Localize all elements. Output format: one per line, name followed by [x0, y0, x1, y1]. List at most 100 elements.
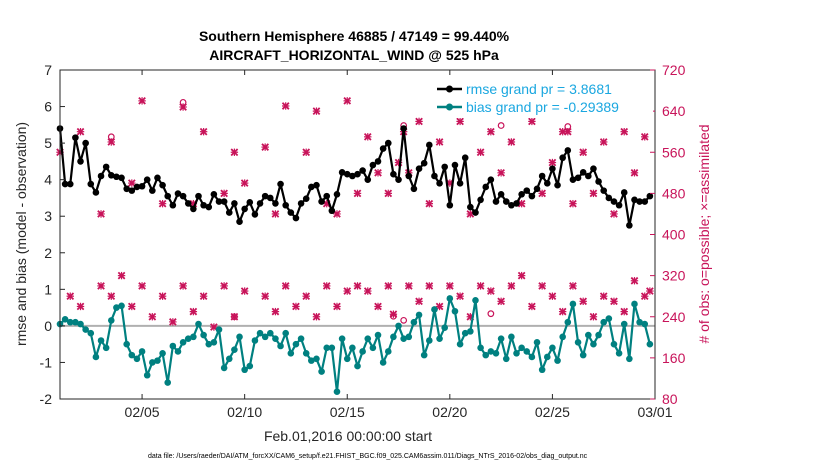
obs-assimilated-marker — [476, 148, 485, 157]
rmse-point — [143, 176, 151, 183]
obs-possible-marker — [497, 122, 505, 129]
rmse-point — [164, 192, 172, 200]
bias-point — [333, 388, 341, 395]
obs-assimilated-marker — [415, 297, 423, 306]
rmse-point — [564, 147, 572, 154]
obs-assimilated-marker — [404, 282, 413, 290]
rmse-point — [646, 192, 654, 200]
bias-point — [600, 318, 608, 326]
y-tick-label: 7 — [44, 62, 52, 78]
obs-assimilated-marker — [353, 282, 362, 290]
rmse-point — [600, 187, 608, 194]
obs-assimilated-marker — [97, 282, 105, 290]
bias-point — [636, 318, 643, 326]
rmse-point — [543, 180, 551, 187]
rmse-point — [405, 172, 413, 180]
bias-point — [143, 371, 151, 379]
y-tick-label: 5 — [44, 135, 52, 151]
y-tick-label: 6 — [44, 99, 52, 115]
rmse-point — [390, 170, 397, 178]
bias-point — [179, 339, 187, 346]
obs-assimilated-marker — [240, 287, 249, 295]
rmse-point — [523, 187, 531, 194]
obs-assimilated-marker — [230, 148, 239, 157]
obs-assimilated-marker — [230, 312, 239, 321]
legend-bias-marker — [446, 103, 453, 111]
rmse-point — [200, 201, 207, 209]
bias-point — [482, 351, 490, 359]
y-tick-label: 0 — [44, 318, 52, 334]
bias-point — [497, 335, 505, 342]
obs-assimilated-marker — [127, 302, 136, 311]
obs-assimilated-marker — [271, 307, 280, 316]
rmse-point — [225, 209, 233, 216]
bias-point — [641, 320, 649, 328]
bias-point — [231, 346, 238, 353]
bias-point — [533, 339, 541, 346]
rmse-point — [113, 173, 120, 181]
bias-point — [82, 326, 89, 333]
bias-point — [61, 316, 69, 323]
y-axis-right: 80 160 240 320 400 480 560 640 720 — [650, 62, 686, 407]
bias-point — [405, 333, 413, 341]
bias-point — [118, 302, 125, 310]
bias-point — [461, 329, 469, 337]
rmse-point — [261, 192, 269, 200]
bias-point — [297, 335, 305, 342]
rmse-point — [333, 190, 341, 198]
obs-assimilated-marker — [620, 127, 629, 136]
bias-point — [220, 364, 228, 372]
obs-assimilated-marker — [363, 132, 372, 141]
rmse-point — [118, 174, 125, 182]
bias-point — [77, 320, 84, 328]
obs-assimilated-marker — [507, 138, 516, 146]
rmse-point — [502, 198, 510, 205]
bias-point — [390, 333, 397, 341]
bias-point — [538, 366, 546, 374]
rmse-point — [82, 139, 89, 147]
bias-point — [400, 335, 407, 342]
bias-point — [626, 355, 633, 363]
bias-point — [543, 353, 551, 361]
rmse-point — [267, 194, 274, 202]
rmse-point — [436, 180, 443, 187]
rmse-point — [538, 172, 546, 180]
y-right-tick-label: 560 — [662, 144, 686, 160]
rmse-point — [313, 181, 320, 189]
rmse-point — [159, 181, 166, 189]
data-file-footer: data file: /Users/raeder/DAI/ATM_forcXX/… — [148, 453, 588, 460]
bias-point — [210, 339, 218, 346]
bias-point — [282, 329, 289, 337]
x-tick-label: 02/10 — [227, 404, 262, 420]
obs-assimilated-marker — [415, 117, 423, 126]
obs-assimilated-marker — [312, 107, 321, 115]
bias-point — [190, 333, 197, 341]
obs-assimilated-marker — [456, 292, 464, 301]
obs-assimilated-marker — [343, 97, 352, 105]
rmse-point — [497, 190, 505, 198]
rmse-point — [220, 198, 228, 205]
bias-point — [287, 350, 295, 357]
rmse-point — [482, 183, 490, 191]
y-tick-label: 1 — [44, 281, 52, 297]
bias-point — [349, 344, 356, 352]
bias-point — [261, 333, 269, 341]
obs-assimilated-marker — [528, 117, 536, 126]
rmse-point — [282, 201, 289, 209]
obs-assimilated-marker — [302, 292, 311, 301]
rmse-point — [420, 159, 428, 167]
obs-assimilated-marker — [579, 148, 588, 157]
obs-assimilated-marker — [220, 189, 228, 198]
rmse-point — [77, 158, 84, 165]
obs-assimilated-marker — [199, 292, 208, 301]
obs-assimilated-marker — [389, 310, 398, 319]
rmse-point — [579, 169, 587, 176]
bias-point — [159, 350, 166, 357]
obs-assimilated-marker — [117, 271, 126, 280]
rmse-point — [467, 203, 474, 211]
rmse-point — [328, 207, 336, 215]
rmse-point — [395, 176, 402, 183]
bias-point — [472, 297, 479, 304]
rmse-point — [343, 170, 351, 178]
obs-assimilated-marker — [158, 199, 167, 208]
